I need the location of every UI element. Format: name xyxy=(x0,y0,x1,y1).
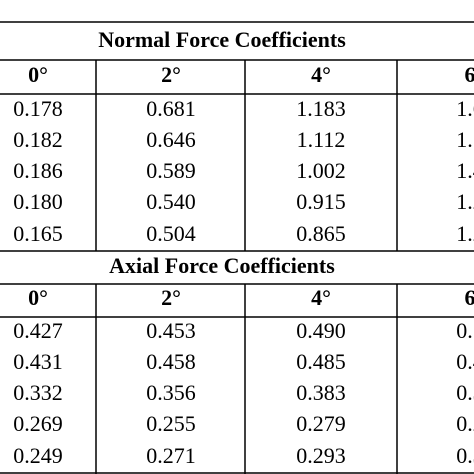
column-header: 6 xyxy=(465,285,474,310)
cell: 0.431 xyxy=(13,349,63,374)
column-header: 6 xyxy=(465,62,474,87)
cell: 1.183 xyxy=(296,96,346,121)
cell: 0.589 xyxy=(146,158,196,183)
cell: 0.540 xyxy=(146,189,196,214)
cell: 0.186 xyxy=(13,158,63,183)
cell: 0.255 xyxy=(146,411,196,436)
cell: 0.165 xyxy=(13,221,63,246)
cell: 0.915 xyxy=(296,189,346,214)
cell: 1.4 xyxy=(456,158,474,183)
cell: 1.5 xyxy=(456,127,474,152)
cell: 1.112 xyxy=(297,127,346,152)
cell: 0.356 xyxy=(146,380,196,405)
cell: 0.4 xyxy=(456,349,474,374)
cell: 1.2 xyxy=(456,221,474,246)
cell: 0.453 xyxy=(146,318,196,343)
cell: 0.269 xyxy=(13,411,63,436)
cell: 0.3 xyxy=(456,380,474,405)
cell: 0.646 xyxy=(146,127,196,152)
table-title: Normal Force Coefficients xyxy=(98,27,346,52)
cell: 0.485 xyxy=(296,349,346,374)
cell: 0.293 xyxy=(296,443,346,468)
column-header: 2° xyxy=(161,62,181,87)
rules xyxy=(0,21,474,474)
column-header: 2° xyxy=(161,285,181,310)
cell: 0.279 xyxy=(296,411,346,436)
cell: 0.427 xyxy=(13,318,63,343)
cell: 0.2 xyxy=(456,411,474,436)
cell: 0.180 xyxy=(13,189,63,214)
cell: 0.458 xyxy=(146,349,196,374)
cell: 0.5 xyxy=(456,318,474,343)
cell: 0.383 xyxy=(296,380,346,405)
cell: 0.490 xyxy=(296,318,346,343)
cell: 0.681 xyxy=(146,96,196,121)
column-header: 4° xyxy=(311,285,331,310)
cell: 1.2 xyxy=(456,189,474,214)
cell: 0.865 xyxy=(296,221,346,246)
cell: 1.002 xyxy=(296,158,346,183)
column-header: 0° xyxy=(28,285,48,310)
table-title: Axial Force Coefficients xyxy=(109,253,335,278)
cell: 0.271 xyxy=(146,443,196,468)
cell: 0.178 xyxy=(13,96,63,121)
cell: 0.332 xyxy=(13,380,63,405)
column-header: 4° xyxy=(311,62,331,87)
cell: 0.3 xyxy=(456,443,474,468)
cell: 0.249 xyxy=(13,443,63,468)
cell: 0.182 xyxy=(13,127,63,152)
cell: 1.6 xyxy=(456,96,474,121)
cell: 0.504 xyxy=(146,221,196,246)
column-header: 0° xyxy=(28,62,48,87)
